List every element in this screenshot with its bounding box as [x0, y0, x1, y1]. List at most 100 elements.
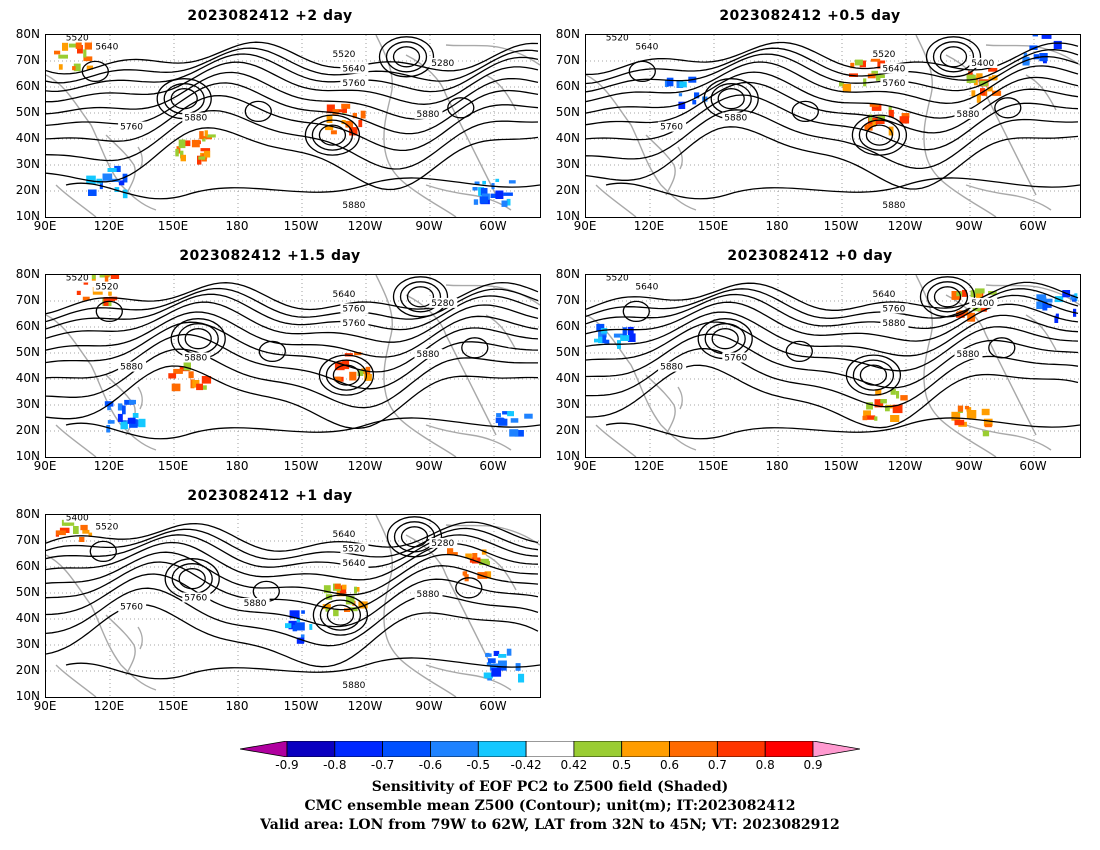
map-area: 5520 5640 5280 5520 5640 5760 5760 5880 5880 5880: [45, 34, 541, 218]
latitude-label: 80N: [15, 507, 40, 521]
contour-label: 5760: [342, 79, 365, 89]
longitude-label: 90E: [573, 219, 597, 233]
latitude-label: 80N: [15, 27, 40, 41]
contour-label: 5760: [882, 304, 905, 314]
colorbar-tick-label: 0.5: [612, 758, 632, 772]
map-area: 5520 5640 5400 5520 5640 5760 5760 5880 5880 5880: [585, 34, 1081, 218]
contour-label: 5880: [342, 201, 365, 211]
latitude-label: 30N: [555, 397, 580, 411]
latitude-label: 20N: [555, 183, 580, 197]
contour-label: 5880: [120, 363, 143, 373]
contour-label: 5760: [120, 123, 143, 133]
longitude-label: 150E: [157, 699, 189, 713]
contour-label: 5880: [882, 201, 905, 211]
z500-contours: [46, 36, 540, 200]
contour-label: 5880: [342, 681, 365, 691]
longitude-label: 120W: [347, 219, 383, 233]
colorbar-tick-label: 0.9: [803, 758, 823, 772]
colorbar-tick-label: -0.42: [510, 758, 542, 772]
map-plot: 5520 5640 5400 5640 5760 5880 5880 5760 5880: [586, 275, 1080, 457]
colorbar-tick-label: -0.7: [370, 758, 395, 772]
panel-title: 2023082412 +0 day: [727, 248, 893, 264]
longitude-label: 150W: [823, 219, 859, 233]
longitude-label: 90W: [415, 459, 443, 473]
longitude-label: 180: [765, 459, 789, 473]
latitude-label: 40N: [555, 371, 580, 385]
longitude-label: 90W: [415, 219, 443, 233]
colorbar-tick-label: 0.6: [659, 758, 680, 772]
map-plot: 5400 5520 5280 5640 5520 5640 5760 5760 5880 5880…: [46, 515, 540, 697]
latitude-label: 60N: [15, 79, 40, 93]
latitude-label: 30N: [15, 397, 40, 411]
contour-label: 5520: [606, 275, 629, 284]
contour-label: 5880: [882, 319, 905, 329]
contour-label: 5640: [333, 290, 356, 300]
latitude-label: 50N: [555, 345, 580, 359]
latitude-label: 10N: [555, 209, 580, 223]
longitude-label: 90W: [955, 219, 983, 233]
coastlines: [586, 275, 1080, 457]
panel-title: 2023082412 +1.5 day: [179, 248, 361, 264]
contour-label: 5520: [606, 35, 629, 44]
latitude-label: 70N: [555, 53, 580, 67]
contour-label: 5640: [882, 64, 905, 74]
latitude-label: 60N: [555, 319, 580, 333]
contour-label: 5640: [342, 64, 365, 74]
latitude-label: 70N: [15, 533, 40, 547]
contour-label: 5280: [431, 539, 454, 549]
latitude-label: 30N: [15, 637, 40, 651]
caption-line-3: Valid area: LON from 79W to 62W, LAT fro…: [260, 817, 840, 833]
colorbar-tick-label: 0.8: [755, 758, 775, 772]
contour-label: 5880: [957, 350, 980, 360]
z500-contours: [46, 516, 540, 680]
map-panel: 2023082412 +2 day 80N 70N 60N 50N 40N 30N 20N 10…: [0, 6, 541, 251]
caption-line-1: Sensitivity of EOF PC2 to Z500 field (Sh…: [371, 779, 729, 795]
map-plot: 5520 5520 5280 5640 5760 5760 5880 5880 5880: [46, 275, 540, 457]
latitude-label: 60N: [15, 559, 40, 573]
latitude-label: 80N: [555, 267, 580, 281]
latitude-label: 70N: [15, 53, 40, 67]
contour-label: 5880: [417, 590, 440, 600]
contour-label: 5760: [120, 603, 143, 613]
longitude-label: 60W: [479, 219, 507, 233]
contour-label: 5760: [342, 304, 365, 314]
longitude-label: 120W: [887, 459, 923, 473]
longitude-label: 120W: [347, 699, 383, 713]
map-panel: 2023082412 +1.5 day 80N 70N 60N 50N 40N 30N 20N…: [0, 246, 541, 491]
colorbar-tick-label: -0.5: [466, 758, 490, 772]
latitude-label: 30N: [555, 157, 580, 171]
sensitivity-shading: [594, 288, 1078, 437]
contour-label: 5520: [66, 35, 89, 44]
contour-label: 5520: [333, 50, 356, 60]
latitude-label: 50N: [555, 105, 580, 119]
longitude-label: 150E: [157, 219, 189, 233]
longitude-label: 150E: [157, 459, 189, 473]
longitude-label: 120W: [347, 459, 383, 473]
caption-line-2: CMC ensemble mean Z500 (Contour); unit(m…: [304, 798, 796, 814]
latitude-label: 60N: [555, 79, 580, 93]
map-panel: 2023082412 +1 day 80N 70N 60N 50N 40N 30N 20N 10…: [0, 486, 541, 731]
longitude-label: 120E: [93, 699, 125, 713]
contour-label: 5880: [184, 354, 207, 364]
latitude-label: 40N: [15, 371, 40, 385]
longitude-label: 60W: [479, 699, 507, 713]
colorbar: [240, 741, 860, 757]
latitude-label: 70N: [555, 293, 580, 307]
colorbar-tick-label: 0.42: [560, 758, 588, 772]
longitude-label: 90E: [33, 219, 57, 233]
contour-label: 5640: [95, 43, 118, 53]
longitude-label: 120E: [93, 459, 125, 473]
colorbar-tick-label: 0.7: [707, 758, 727, 772]
longitude-label: 180: [765, 219, 789, 233]
contour-label: 5640: [342, 559, 365, 569]
coastlines: [46, 515, 540, 697]
contour-label: 5760: [882, 79, 905, 89]
map-area: 5520 5640 5400 5640 5760 5880 5880 5760 5880: [585, 274, 1081, 458]
contour-label: 5760: [724, 354, 747, 364]
contour-label: 5640: [635, 283, 658, 293]
longitude-label: 120E: [633, 219, 665, 233]
latitude-label: 30N: [15, 157, 40, 171]
contour-label: 5280: [431, 299, 454, 309]
colorbar-tick-label: -0.9: [275, 758, 299, 772]
panel-title: 2023082412 +2 day: [187, 8, 353, 24]
